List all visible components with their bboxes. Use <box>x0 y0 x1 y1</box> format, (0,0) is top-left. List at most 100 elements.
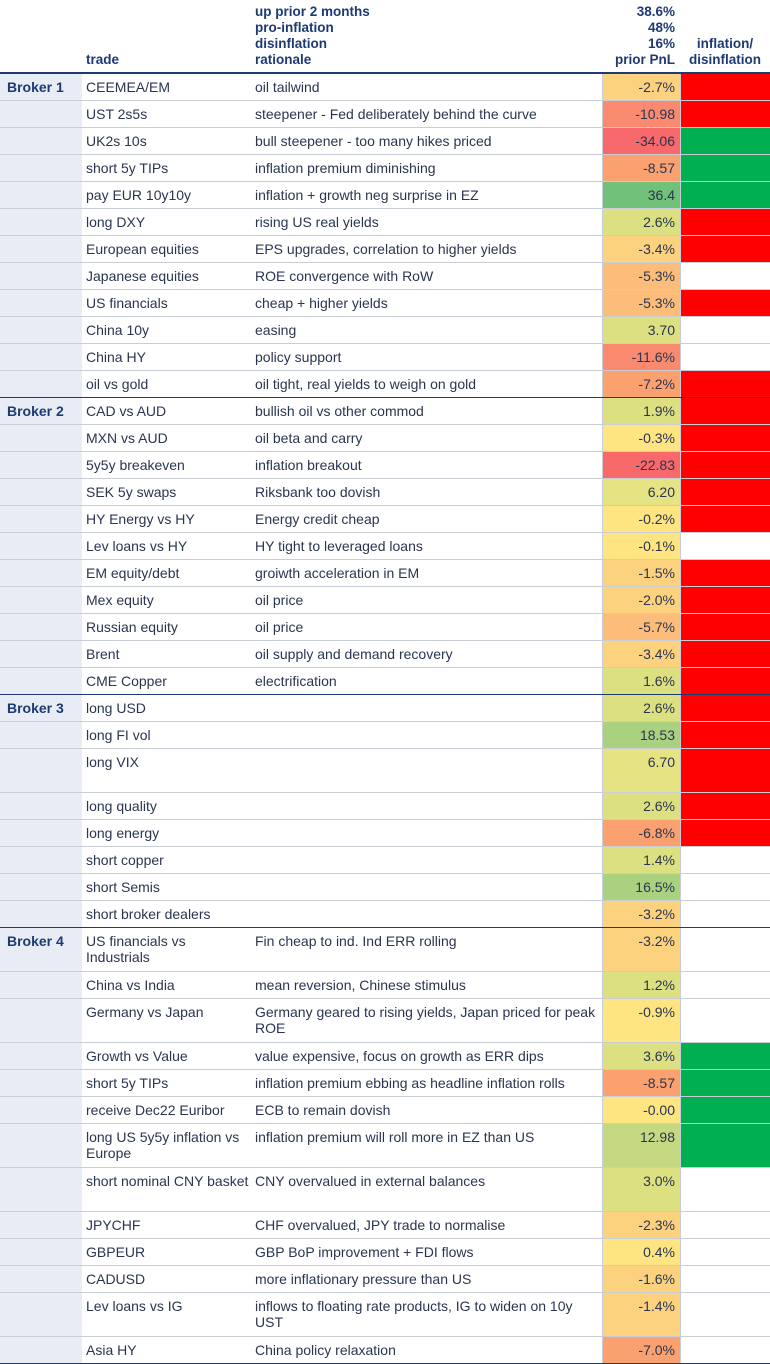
trade-cell: oil vs gold <box>86 376 149 392</box>
trade-cell: short nominal CNY basket <box>86 1173 249 1189</box>
table-row: short nominal CNY basket CNY overvalued i… <box>0 1168 770 1212</box>
header-flag-2: disinflation <box>689 52 761 67</box>
rationale-cell: CHF overvalued, JPY trade to normalise <box>255 1217 506 1233</box>
rationale-cell: more inflationary pressure than US <box>255 1271 472 1287</box>
header-rationale-1: up prior 2 months <box>255 4 370 19</box>
rationale-cell: cheap + higher yields <box>255 295 388 311</box>
pnl-cell: -3.2% <box>602 928 680 971</box>
pnl-cell: 2.6% <box>602 695 680 721</box>
flag-empty <box>680 533 770 559</box>
broker-cell: Broker 4 <box>0 928 82 971</box>
trade-cell: CAD vs AUD <box>86 403 167 419</box>
pnl-cell: -5.3% <box>602 290 680 316</box>
rationale-cell: inflation premium will roll more in EZ t… <box>255 1129 535 1145</box>
header-pnl-1: 38.6% <box>636 4 675 19</box>
pnl-cell: -5.7% <box>602 614 680 640</box>
broker-cell <box>0 236 82 262</box>
flag-inflation <box>680 479 770 505</box>
rationale-cell <box>250 749 602 792</box>
flag-inflation <box>680 425 770 451</box>
table-row: long quality 2.6% <box>0 793 770 820</box>
rationale-cell: policy support <box>255 349 342 365</box>
pnl-cell: 3.0% <box>602 1168 680 1211</box>
pnl-cell: -10.98 <box>602 101 680 127</box>
pnl-cell: 1.6% <box>602 668 680 694</box>
header-flag-1: inflation/ <box>696 36 754 51</box>
rationale-cell: oil supply and demand recovery <box>255 646 453 662</box>
table-row: long FI vol 18.53 <box>0 722 770 749</box>
table-row: Japanese equities ROE convergence with Ro… <box>0 263 770 290</box>
rationale-cell <box>250 793 602 819</box>
rationale-cell: Riksbank too dovish <box>255 484 381 500</box>
header-pnl-4: prior PnL <box>615 52 675 67</box>
flag-disinflation <box>680 128 770 154</box>
broker-cell <box>0 1043 82 1069</box>
broker-cell <box>0 901 82 927</box>
flag-disinflation <box>680 182 770 208</box>
trade-cell: short copper <box>86 852 164 868</box>
trade-cell: Lev loans vs IG <box>86 1298 183 1314</box>
trade-cell: China 10y <box>86 322 150 338</box>
broker-cell <box>0 874 82 900</box>
flag-inflation <box>680 560 770 586</box>
table-row: EM equity/debt groiwth acceleration in EM… <box>0 560 770 587</box>
rationale-cell <box>250 722 602 748</box>
header-rationale-4: rationale <box>255 52 312 67</box>
trade-cell: Brent <box>86 646 120 662</box>
table-row: Brent oil supply and demand recovery -3.4% <box>0 641 770 668</box>
header-trade: trade <box>86 52 120 67</box>
trade-cell: JPYCHF <box>86 1217 141 1233</box>
trade-cell: long FI vol <box>86 727 151 743</box>
trade-cell: US financials <box>86 295 168 311</box>
broker-cell <box>0 1293 82 1336</box>
broker-cell <box>0 263 82 289</box>
flag-inflation <box>680 209 770 235</box>
rationale-cell: steepener - Fed deliberately behind the … <box>255 106 537 122</box>
broker-cell <box>0 1168 82 1211</box>
rationale-cell <box>250 695 602 721</box>
broker-cell <box>0 793 82 819</box>
flag-inflation <box>680 506 770 532</box>
rationale-cell: ROE convergence with RoW <box>255 268 434 284</box>
pnl-cell: 6.70 <box>602 749 680 792</box>
flag-empty <box>680 972 770 998</box>
pnl-cell: -2.7% <box>602 74 680 100</box>
pnl-cell: 2.6% <box>602 793 680 819</box>
broker-cell: Broker 1 <box>0 74 82 100</box>
table-row: short copper 1.4% <box>0 847 770 874</box>
broker-cell <box>0 101 82 127</box>
table-row: JPYCHF CHF overvalued, JPY trade to norma… <box>0 1212 770 1239</box>
table-row: China 10y easing 3.70 <box>0 317 770 344</box>
flag-empty <box>680 344 770 370</box>
rationale-cell: Fin cheap to ind. Ind ERR rolling <box>255 933 457 949</box>
broker-cell: Broker 3 <box>0 695 82 721</box>
rationale-cell: China policy relaxation <box>255 1342 396 1358</box>
broker-cell <box>0 290 82 316</box>
trade-cell: Lev loans vs HY <box>86 538 188 554</box>
table-row: HY Energy vs HY Energy credit cheap -0.2% <box>0 506 770 533</box>
trade-cell: UK2s 10s <box>86 133 147 149</box>
pnl-cell: -1.4% <box>602 1293 680 1336</box>
pnl-cell: 0.4% <box>602 1239 680 1265</box>
pnl-cell: -7.0% <box>602 1337 680 1363</box>
flag-inflation <box>680 614 770 640</box>
table-row: long US 5y5y inflation vs Europe inflatio… <box>0 1124 770 1168</box>
flag-inflation <box>680 820 770 846</box>
rationale-cell <box>250 847 602 873</box>
broker-cell <box>0 209 82 235</box>
flag-disinflation <box>680 155 770 181</box>
flag-empty <box>680 928 770 971</box>
broker-cell <box>0 722 82 748</box>
rationale-cell: inflows to floating rate products, IG to… <box>255 1298 573 1330</box>
pnl-cell: -6.8% <box>602 820 680 846</box>
flag-empty <box>680 847 770 873</box>
broker-cell <box>0 749 82 792</box>
broker-cell <box>0 1239 82 1265</box>
trade-cell: Growth vs Value <box>86 1048 188 1064</box>
broker-cell <box>0 972 82 998</box>
rationale-cell: GBP BoP improvement + FDI flows <box>255 1244 474 1260</box>
pnl-cell: 1.9% <box>602 398 680 424</box>
rationale-cell: inflation + growth neg surprise in EZ <box>255 187 479 203</box>
trade-cell: China vs India <box>86 977 175 993</box>
